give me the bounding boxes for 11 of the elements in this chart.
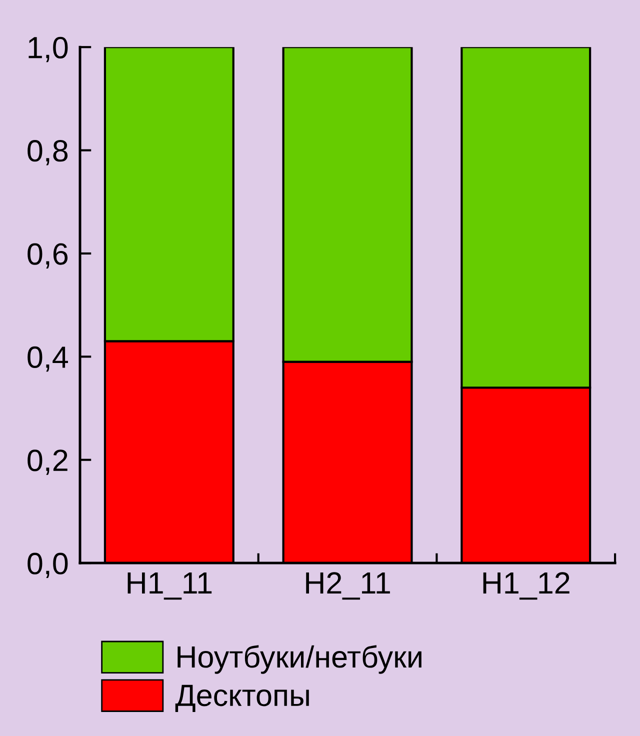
y-tick-label: 0,6 [28,243,68,268]
y-tick-label: 0,0 [28,552,68,578]
y-tick-label: 0,8 [28,140,68,166]
x-tick-label: H1_11 [128,572,212,600]
legend-label: Десктопы [175,684,309,712]
x-tick-label: H1_12 [483,572,570,600]
y-tick-label: 1,0 [28,36,68,62]
x-tick-label: H2_11 [306,572,390,600]
legend-label: Ноутбуки/нетбуки [178,645,422,674]
y-tick-label: 0,2 [28,450,68,475]
y-tick-label: 0,4 [28,346,68,372]
